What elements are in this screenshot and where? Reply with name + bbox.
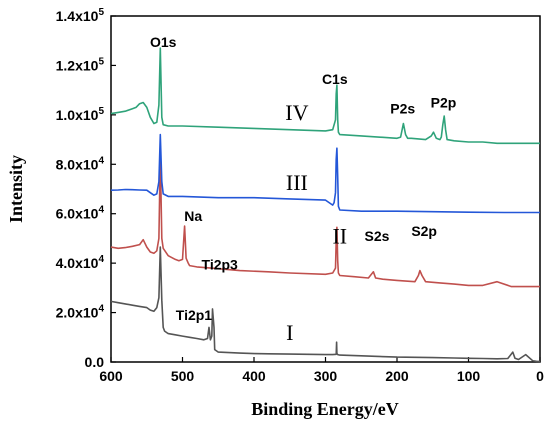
y-axis-title: Intensity <box>6 155 26 223</box>
x-tick-label: 500 <box>171 368 195 384</box>
peak-label: S2p <box>411 223 437 239</box>
peak-label: P2p <box>431 94 457 110</box>
peak-label: Ti2p1 <box>176 307 213 323</box>
y-tick-label: 0.0 <box>85 354 105 370</box>
x-tick-label: 100 <box>457 368 481 384</box>
peak-annotations: O1s C1s P2s P2p Na S2s S2p Ti2p1 Ti2p3 <box>150 34 456 323</box>
peak-label: P2s <box>390 101 415 117</box>
y-tick-label: 2.0x104 <box>56 304 105 321</box>
peak-label: O1s <box>150 34 177 50</box>
series-line-IV <box>110 47 540 145</box>
y-tick-label: 8.0x104 <box>56 155 105 172</box>
series-label-II: II <box>332 223 347 248</box>
series-label-I: I <box>286 320 293 345</box>
series-line-I <box>110 246 541 363</box>
peak-label: Na <box>184 208 202 224</box>
y-tick-label: 4.0x104 <box>56 254 105 271</box>
y-tick-label: 1.2x105 <box>56 56 105 73</box>
y-tick-label: 6.0x104 <box>56 205 105 222</box>
x-tick-label: 300 <box>314 368 338 384</box>
peak-label: C1s <box>322 71 348 87</box>
x-tick-label: 400 <box>242 368 266 384</box>
axis-ticks: 600 500 400 300 200 100 0 0.0 2.0x104 4.0x104 6.0x… <box>56 7 544 384</box>
y-tick-label: 1.0x105 <box>56 106 105 123</box>
x-tick-label: 0 <box>536 368 544 384</box>
x-tick-label: 600 <box>99 368 123 384</box>
x-axis-title: Binding Energy/eV <box>251 399 399 419</box>
series-line-II <box>110 154 540 288</box>
peak-label: Ti2p3 <box>202 256 239 272</box>
series-line-III <box>110 133 540 214</box>
y-tick-label: 1.4x105 <box>56 7 105 24</box>
peak-label: S2s <box>365 228 390 244</box>
series-label-III: III <box>286 170 308 195</box>
x-tick-label: 200 <box>385 368 409 384</box>
series-lines <box>110 47 541 363</box>
series-label-IV: IV <box>285 100 308 125</box>
